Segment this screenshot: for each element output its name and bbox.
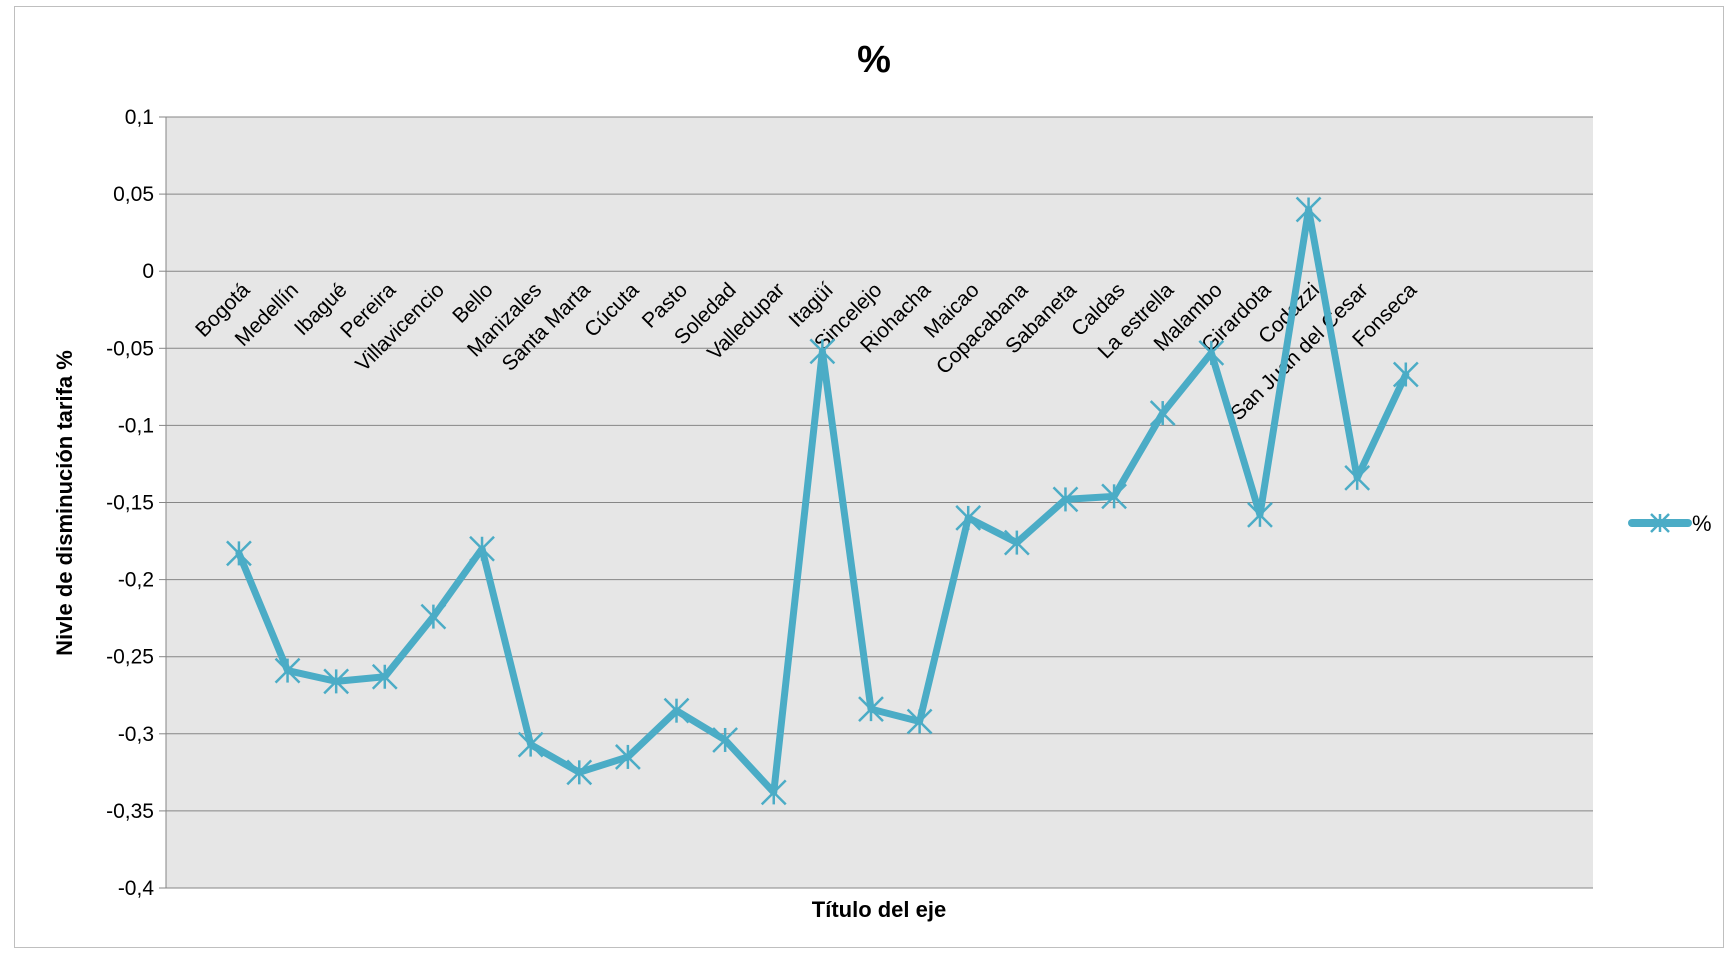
data-point-marker (760, 779, 787, 806)
data-point-marker (323, 668, 350, 695)
data-point-marker (712, 727, 739, 753)
data-point-marker (809, 338, 836, 365)
data-point-marker (517, 731, 544, 758)
data-point-marker (1003, 529, 1030, 556)
data-point-marker (1149, 400, 1176, 426)
data-point-marker (1392, 361, 1419, 388)
data-point-marker (371, 663, 398, 690)
y-tick-label: 0 (142, 260, 154, 283)
data-point-marker (566, 759, 593, 786)
y-tick-label: -0,15 (106, 492, 154, 515)
data-point-marker (420, 603, 447, 630)
data-point-marker (469, 535, 495, 562)
data-point-marker (615, 744, 641, 770)
data-point-marker (858, 696, 884, 723)
y-tick-label: -0,25 (106, 646, 154, 669)
chart-title: % (857, 39, 891, 81)
data-point-marker (226, 540, 252, 567)
data-point-marker (663, 697, 690, 724)
data-point-marker (1247, 501, 1273, 528)
data-point-marker (1052, 486, 1079, 513)
y-axis-title: Nivle de disminución tarifa % (52, 350, 77, 656)
y-tick-label: -0,35 (106, 800, 154, 823)
y-tick-label: -0,05 (106, 337, 154, 360)
x-axis-title: Título del eje (812, 897, 946, 922)
data-point-marker (274, 657, 301, 684)
y-tick-label: 0,1 (125, 106, 154, 129)
y-tick-labels: 0,1 0,05 0 -0,05 -0,1 -0,15 -0,2 -0,25 -0,3 -0,35… (106, 106, 154, 900)
legend: % (1628, 511, 1712, 536)
y-tick-label: -0,2 (118, 569, 154, 592)
y-tick-label: -0,3 (118, 723, 154, 746)
y-axis (159, 116, 167, 889)
legend-label: % (1692, 511, 1712, 536)
data-point-marker (1295, 196, 1322, 223)
legend-star-marker-icon (1650, 513, 1670, 533)
y-tick-label: -0,4 (118, 877, 155, 900)
y-tick-label: -0,1 (118, 414, 154, 437)
data-point-marker (955, 505, 982, 531)
data-point-marker (906, 708, 933, 735)
data-point-marker (1198, 340, 1225, 366)
series-group (226, 196, 1419, 806)
y-tick-label: 0,05 (113, 183, 154, 206)
data-point-marker (1101, 483, 1127, 510)
data-point-marker (1344, 464, 1371, 491)
gridlines (166, 116, 1593, 889)
